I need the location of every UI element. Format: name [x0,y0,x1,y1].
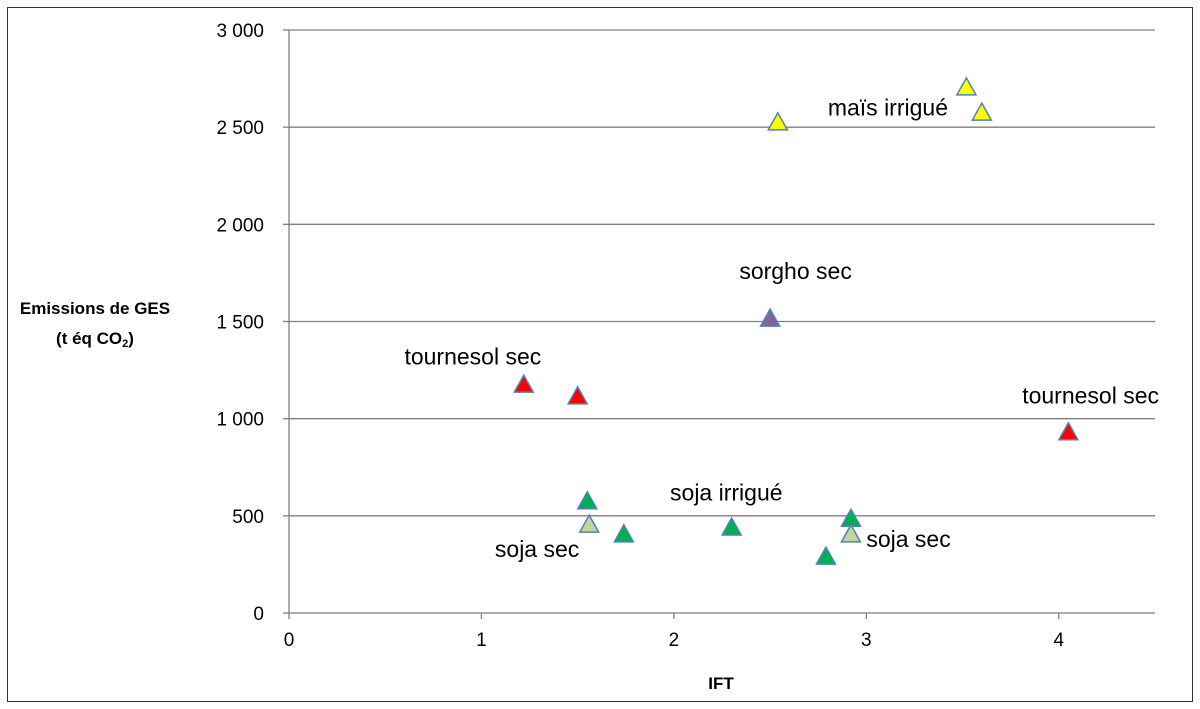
annotation-label: sorgho sec [739,258,852,284]
annotation-label: tournesol sec [404,343,541,369]
y-tick-label: 2 500 [216,118,264,139]
point-soja-irrigue [720,516,743,536]
y-tick-label: 1 500 [216,313,264,334]
x-tick-label: 3 [861,630,872,651]
y-tick-label: 500 [232,507,264,528]
chart-frame [7,7,1193,702]
point-mais-irrigue [767,111,789,131]
point-soja-sec [578,513,600,533]
annotation-label: soja sec [866,526,950,552]
y-tick-label: 2 000 [216,215,264,236]
point-sorgho-sec [759,307,781,327]
annotation-label: soja irrigué [670,480,783,506]
annotation-label: tournesol sec [1022,382,1159,408]
annotation-label: maïs irrigué [828,95,948,121]
y-axis-title-prefix: (t éq CO [56,329,123,348]
y-axis-title-line2: (t éq CO2) [10,324,180,359]
x-tick-label: 4 [1053,630,1064,651]
y-axis-title-suffix: ) [128,329,134,348]
x-tick-label: 2 [669,630,680,651]
y-axis-title-subscript: 2 [122,338,129,350]
y-tick-label: 3 000 [216,21,264,42]
point-tournesol-sec [513,373,535,393]
x-tick-label: 0 [284,630,295,651]
y-axis-title-line1: Emissions de GES [19,299,171,318]
point-mais-irrigue [971,101,993,121]
y-tick-label: 0 [253,604,264,625]
point-soja-sec [840,523,862,543]
point-soja-irrigue [815,545,837,565]
x-axis-title: IFT [708,674,734,693]
point-tournesol-sec [1057,421,1080,441]
point-mais-irrigue [955,76,978,96]
point-soja-irrigue [613,523,635,543]
point-soja-irrigue [576,490,599,510]
annotation-label: soja sec [495,536,579,562]
y-axis-title: Emissions de GES (t éq CO2) [10,294,180,359]
x-tick-label: 1 [476,630,487,651]
point-tournesol-sec [566,385,589,405]
y-tick-label: 1 000 [216,410,264,431]
